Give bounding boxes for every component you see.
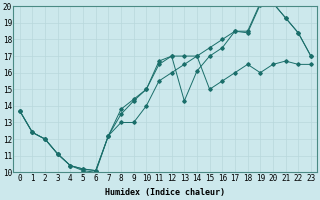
X-axis label: Humidex (Indice chaleur): Humidex (Indice chaleur) [105,188,225,197]
